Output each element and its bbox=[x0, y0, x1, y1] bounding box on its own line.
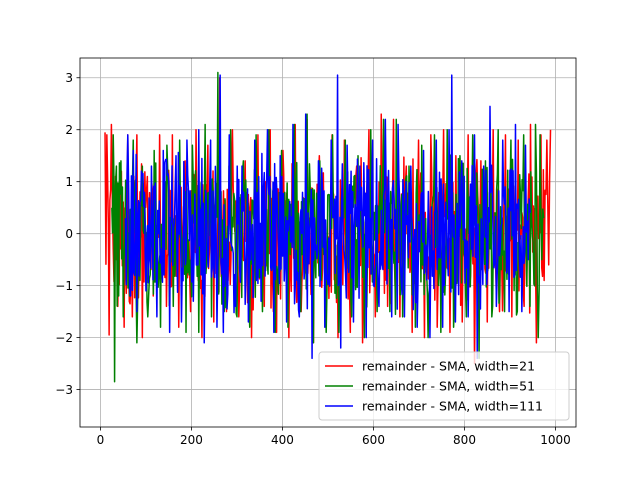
y-tick-label: 0 bbox=[65, 227, 73, 241]
plot-frame bbox=[79, 57, 577, 428]
series-line bbox=[111, 71, 545, 383]
legend-label: remainder - SMA, width=111 bbox=[362, 399, 543, 414]
x-tick-label: 800 bbox=[453, 433, 476, 447]
x-tick-label: 600 bbox=[362, 433, 385, 447]
y-tick-label: −1 bbox=[55, 279, 73, 293]
x-tick-label: 200 bbox=[180, 433, 203, 447]
legend-box bbox=[318, 351, 570, 421]
legend-label: remainder - SMA, width=21 bbox=[362, 359, 535, 374]
y-tick-label: 2 bbox=[65, 123, 73, 137]
y-tick-label: −2 bbox=[55, 331, 73, 345]
x-tick-label: 400 bbox=[271, 433, 294, 447]
x-tick-label: 1000 bbox=[540, 433, 571, 447]
y-tick-label: −3 bbox=[55, 383, 73, 397]
series-line bbox=[124, 74, 531, 360]
series-layer bbox=[104, 71, 552, 383]
y-axis: −3 −2 −1 0 1 2 3 bbox=[55, 71, 80, 397]
x-tick-label: 0 bbox=[97, 433, 105, 447]
legend-label: remainder - SMA, width=51 bbox=[362, 379, 535, 394]
x-axis: 0 200 400 600 800 1000 bbox=[97, 427, 571, 447]
legend: remainder - SMA, width=21 remainder - SMA… bbox=[318, 351, 570, 421]
y-tick-label: 1 bbox=[65, 175, 73, 189]
plot-clip bbox=[104, 71, 552, 383]
y-tick-label: 3 bbox=[65, 71, 73, 85]
